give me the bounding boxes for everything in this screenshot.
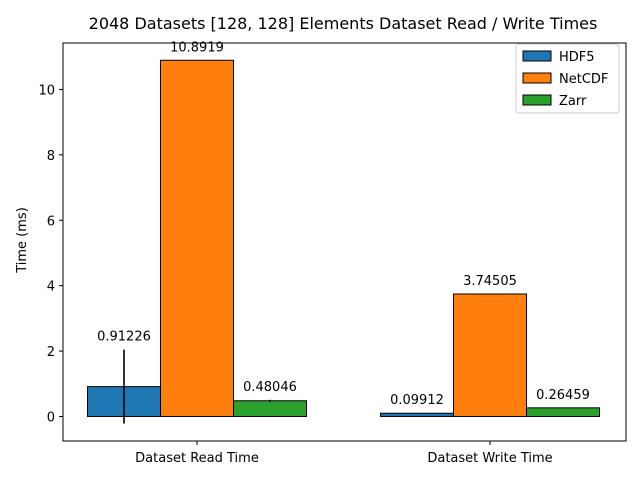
legend-label-netcdf: NetCDF <box>559 72 608 87</box>
y-tick-label: 2 <box>47 345 55 360</box>
chart-title: 2048 Datasets [128, 128] Elements Datase… <box>89 14 598 33</box>
legend-swatch-netcdf <box>522 72 552 84</box>
y-tick-label: 0 <box>47 410 55 425</box>
legend: HDF5 NetCDF Zarr <box>515 43 620 114</box>
y-tick-label: 10 <box>38 83 55 98</box>
x-tick-label: Dataset Write Time <box>427 451 552 466</box>
y-tick-label: 8 <box>47 149 55 164</box>
bar-zarr-1 <box>526 407 600 417</box>
plot-frame <box>62 42 627 442</box>
data-label-netcdf-0: 10.8919 <box>170 40 224 55</box>
data-label-netcdf-1: 3.74505 <box>463 274 517 289</box>
legend-swatch-zarr <box>522 94 552 106</box>
plot-area: 0 2 4 6 8 10 Dataset Read Time Dataset Write Ti… <box>38 40 600 466</box>
legend-label-zarr: Zarr <box>559 94 587 109</box>
legend-label-hdf5: HDF5 <box>559 50 595 65</box>
bar-netcdf-1 <box>453 293 527 417</box>
data-label-zarr-0: 0.48046 <box>243 380 297 395</box>
data-label-zarr-1: 0.26459 <box>536 388 590 403</box>
bar-netcdf-0 <box>160 59 234 417</box>
data-label-hdf5-1: 0.09912 <box>390 393 444 408</box>
legend-swatch-hdf5 <box>522 50 552 62</box>
bar-zarr-0 <box>233 400 307 417</box>
y-axis-label: Time (ms) <box>15 207 30 274</box>
y-tick-label: 4 <box>47 280 55 295</box>
x-tick-label: Dataset Read Time <box>135 451 259 466</box>
y-tick-label: 6 <box>47 214 55 229</box>
bar-hdf5-1 <box>380 412 454 417</box>
data-label-hdf5-0: 0.91226 <box>97 330 151 345</box>
